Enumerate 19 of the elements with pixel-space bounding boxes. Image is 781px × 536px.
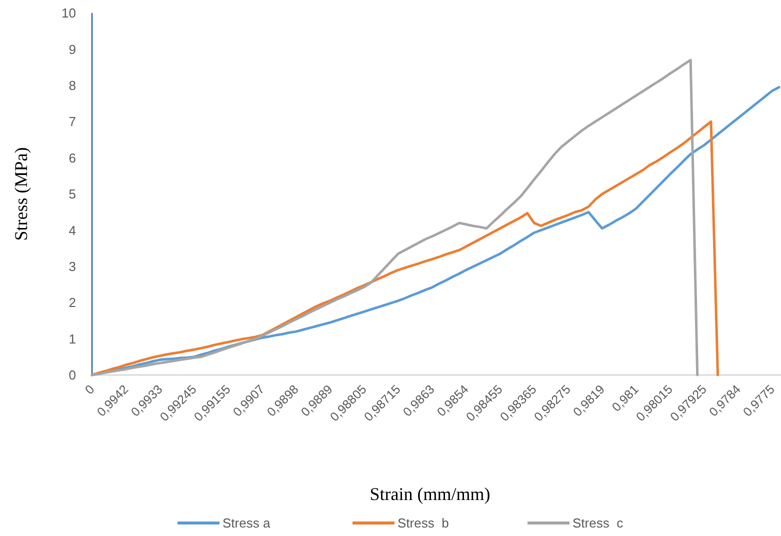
y-tick-label: 1 (68, 331, 76, 346)
legend-label: Stress a (222, 516, 271, 531)
y-tick-label: 6 (68, 150, 76, 166)
y-tick-label: 0 (68, 368, 76, 383)
y-tick-label: 2 (68, 295, 76, 310)
line-series (90, 120, 720, 376)
x-axis-title: Strain (mm/mm) (370, 484, 490, 504)
line-series (90, 58, 699, 376)
x-tick-label: 0 (82, 382, 98, 398)
legend-label: Stress b (398, 516, 449, 531)
y-tick-label: 8 (68, 78, 76, 93)
y-tick-label: 7 (68, 114, 76, 130)
y-tick-label: 3 (68, 258, 76, 274)
legend-label: Stress c (572, 516, 624, 531)
y-tick-label: 4 (68, 222, 76, 238)
y-tick-label: 10 (62, 6, 76, 21)
y-tick-label: 9 (68, 42, 76, 57)
y-tick-label: 5 (68, 186, 76, 202)
y-axis-title: Stress (MPa) (11, 147, 31, 241)
